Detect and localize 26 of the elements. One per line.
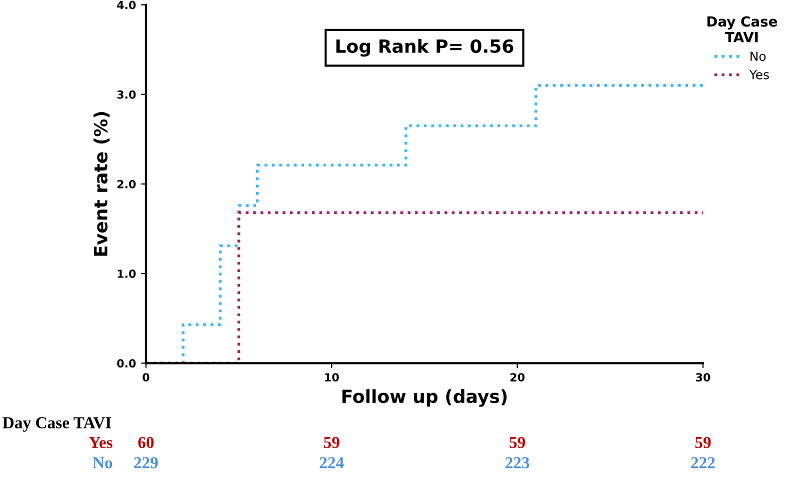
text: 60 <box>138 436 154 448</box>
y-tick-label: 3.0 <box>117 90 136 99</box>
y-tick-label: 0.0 <box>117 359 136 368</box>
x-tick-label: 30 <box>696 373 710 382</box>
text: Yes <box>89 437 112 448</box>
x-axis-title: Follow up (days) <box>342 389 507 407</box>
annotation: Log Rank P= 0.56 <box>336 39 514 57</box>
text: 224 <box>320 457 344 468</box>
y-tick-label: 1.0 <box>118 270 136 278</box>
text: 59 <box>695 436 711 448</box>
legend-title: Day Case TAVI <box>707 16 778 42</box>
text: Day Case TAVI <box>2 417 112 432</box>
y-tick-label: 4.0 <box>117 0 136 10</box>
y-tick-label: 2.0 <box>117 180 136 188</box>
text: 223 <box>506 457 530 468</box>
legend-label: No <box>750 52 766 61</box>
text: 222 <box>691 457 715 468</box>
x-tick-label: 20 <box>510 373 525 382</box>
x-tick-label: 10 <box>325 373 339 382</box>
y-axis-title: Event rate (%) <box>94 112 110 256</box>
legend-label: Yes <box>749 70 769 80</box>
text: 229 <box>134 457 158 468</box>
x-tick-label: 0 <box>142 373 150 382</box>
text: No <box>92 457 112 468</box>
text: 59 <box>510 436 526 448</box>
text: 59 <box>324 436 340 448</box>
